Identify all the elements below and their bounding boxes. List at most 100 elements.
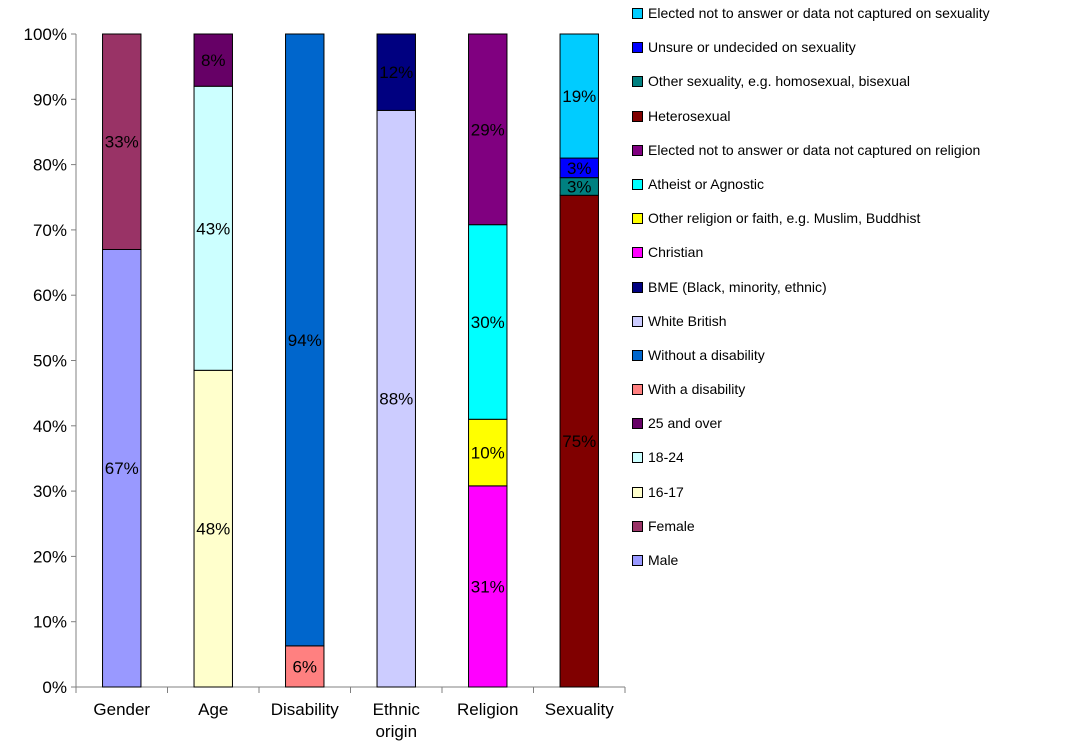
legend-swatch: [632, 178, 643, 190]
legend-label: 18-24: [648, 449, 684, 466]
legend-label: White British: [648, 312, 727, 329]
data-label: 67%: [105, 459, 139, 478]
data-label: 31%: [471, 577, 505, 596]
data-label: 33%: [105, 133, 139, 152]
legend-item: Heterosexual: [632, 108, 990, 142]
bar-segment: [468, 418, 508, 487]
bar-segment: [559, 33, 599, 159]
legend-swatch: [632, 315, 643, 327]
data-label: 12%: [379, 63, 413, 82]
legend-item: Elected not to answer or data not captur…: [632, 5, 990, 39]
data-label: 43%: [196, 219, 230, 238]
legend-swatch: [632, 213, 643, 225]
legend-item: 18-24: [632, 449, 990, 483]
data-label: 29%: [471, 120, 505, 139]
bar-segment: [193, 85, 233, 371]
data-label: 30%: [471, 313, 505, 332]
legend-label: With a disability: [648, 381, 746, 398]
bar-segment: [468, 224, 508, 420]
bar-segment: [376, 33, 416, 111]
y-tick-label: 20%: [33, 547, 67, 566]
bar-segment: [193, 369, 233, 688]
legend-swatch: [632, 520, 643, 532]
x-category-label: Religion: [457, 700, 518, 719]
data-label: 48%: [196, 520, 230, 539]
data-label-group: 67% 33% 48% 43% 8% 6% 94% 88% 12% 31% 10% 30% 29% 75%…: [105, 51, 597, 676]
legend-item: 16-17: [632, 484, 990, 518]
legend-label: Elected not to answer or data not captur…: [648, 141, 981, 158]
y-tick-label: 70%: [33, 221, 67, 240]
legend-item: Without a disability: [632, 347, 990, 381]
legend-swatch: [632, 349, 643, 361]
legend-swatch: [632, 452, 643, 464]
legend-label: Unsure or undecided on sexuality: [648, 39, 856, 56]
legend-label: 16-17: [648, 483, 684, 500]
legend-label: Male: [648, 552, 679, 568]
bar-segment: [468, 33, 508, 226]
legend-swatch: [632, 418, 643, 430]
legend-item: With a disability: [632, 381, 990, 415]
x-category-label: Ethnic origin: [373, 700, 421, 741]
legend-swatch: [632, 281, 643, 293]
legend-label: 25 and over: [648, 415, 722, 432]
legend-swatch: [632, 486, 643, 498]
bar-segment: [468, 485, 508, 688]
y-tick-label: 60%: [33, 286, 67, 305]
x-category-label: Gender: [93, 700, 150, 719]
data-label: 10%: [471, 444, 505, 463]
legend-label: BME (Black, minority, ethnic): [648, 278, 827, 295]
legend-label: Atheist or Agnostic: [648, 175, 764, 192]
legend-label: Elected not to answer or data not captur…: [648, 5, 990, 21]
legend-label: Other religion or faith, e.g. Muslim, Bu…: [648, 210, 921, 227]
data-label: 3%: [567, 177, 592, 196]
legend-swatch: [632, 76, 643, 88]
legend-label: Other sexuality, e.g. homosexual, bisexu…: [648, 73, 910, 90]
legend-swatch: [632, 384, 643, 396]
legend-item: Male: [632, 552, 990, 586]
bar-segment: [102, 33, 142, 250]
y-tick-label: 100%: [24, 25, 67, 44]
legend-swatch: [632, 144, 643, 156]
data-label: 6%: [292, 657, 317, 676]
bar-segment: [193, 33, 233, 87]
bar-segment: [102, 248, 142, 688]
data-label: 3%: [567, 159, 592, 178]
y-tick-label: 30%: [33, 482, 67, 501]
legend-swatch: [632, 110, 643, 122]
legend-item: Unsure or undecided on sexuality: [632, 39, 990, 73]
data-label: 75%: [562, 432, 596, 451]
legend-item: Christian: [632, 244, 990, 278]
data-label: 19%: [562, 87, 596, 106]
chart-legend: Elected not to answer or data not captur…: [632, 5, 990, 586]
y-tick-label: 50%: [33, 352, 67, 371]
bar-group: [102, 33, 599, 688]
legend-item: Atheist or Agnostic: [632, 176, 990, 210]
legend-item: Elected not to answer or data not captur…: [632, 142, 990, 176]
bar-segment: [285, 645, 325, 688]
x-category-label: Sexuality: [545, 700, 614, 719]
bar-segment: [559, 194, 599, 688]
y-tick-label: 40%: [33, 417, 67, 436]
legend-item: White British: [632, 313, 990, 347]
legend-swatch: [632, 42, 643, 54]
legend-label: Christian: [648, 244, 704, 261]
legend-swatch: [632, 247, 643, 259]
x-category-label: Disability: [271, 700, 340, 719]
y-tick-label: 0%: [42, 678, 67, 697]
bar-segment: [285, 33, 325, 647]
data-label: 88%: [379, 390, 413, 409]
data-label: 8%: [201, 51, 226, 70]
x-axis: Gender Age Disability Ethnic origin Religion S…: [75, 686, 626, 741]
legend-item: Other sexuality, e.g. homosexual, bisexu…: [632, 73, 990, 107]
legend-label: Heterosexual: [648, 107, 731, 124]
legend-item: BME (Black, minority, ethnic): [632, 279, 990, 313]
legend-label: Female: [648, 517, 695, 534]
legend-item: 25 and over: [632, 415, 990, 449]
y-tick-label: 80%: [33, 156, 67, 175]
legend-item: Female: [632, 518, 990, 552]
x-category-label: Age: [198, 700, 228, 719]
legend-swatch: [632, 8, 643, 19]
legend-label: Without a disability: [648, 346, 765, 363]
y-tick-label: 10%: [33, 613, 67, 632]
